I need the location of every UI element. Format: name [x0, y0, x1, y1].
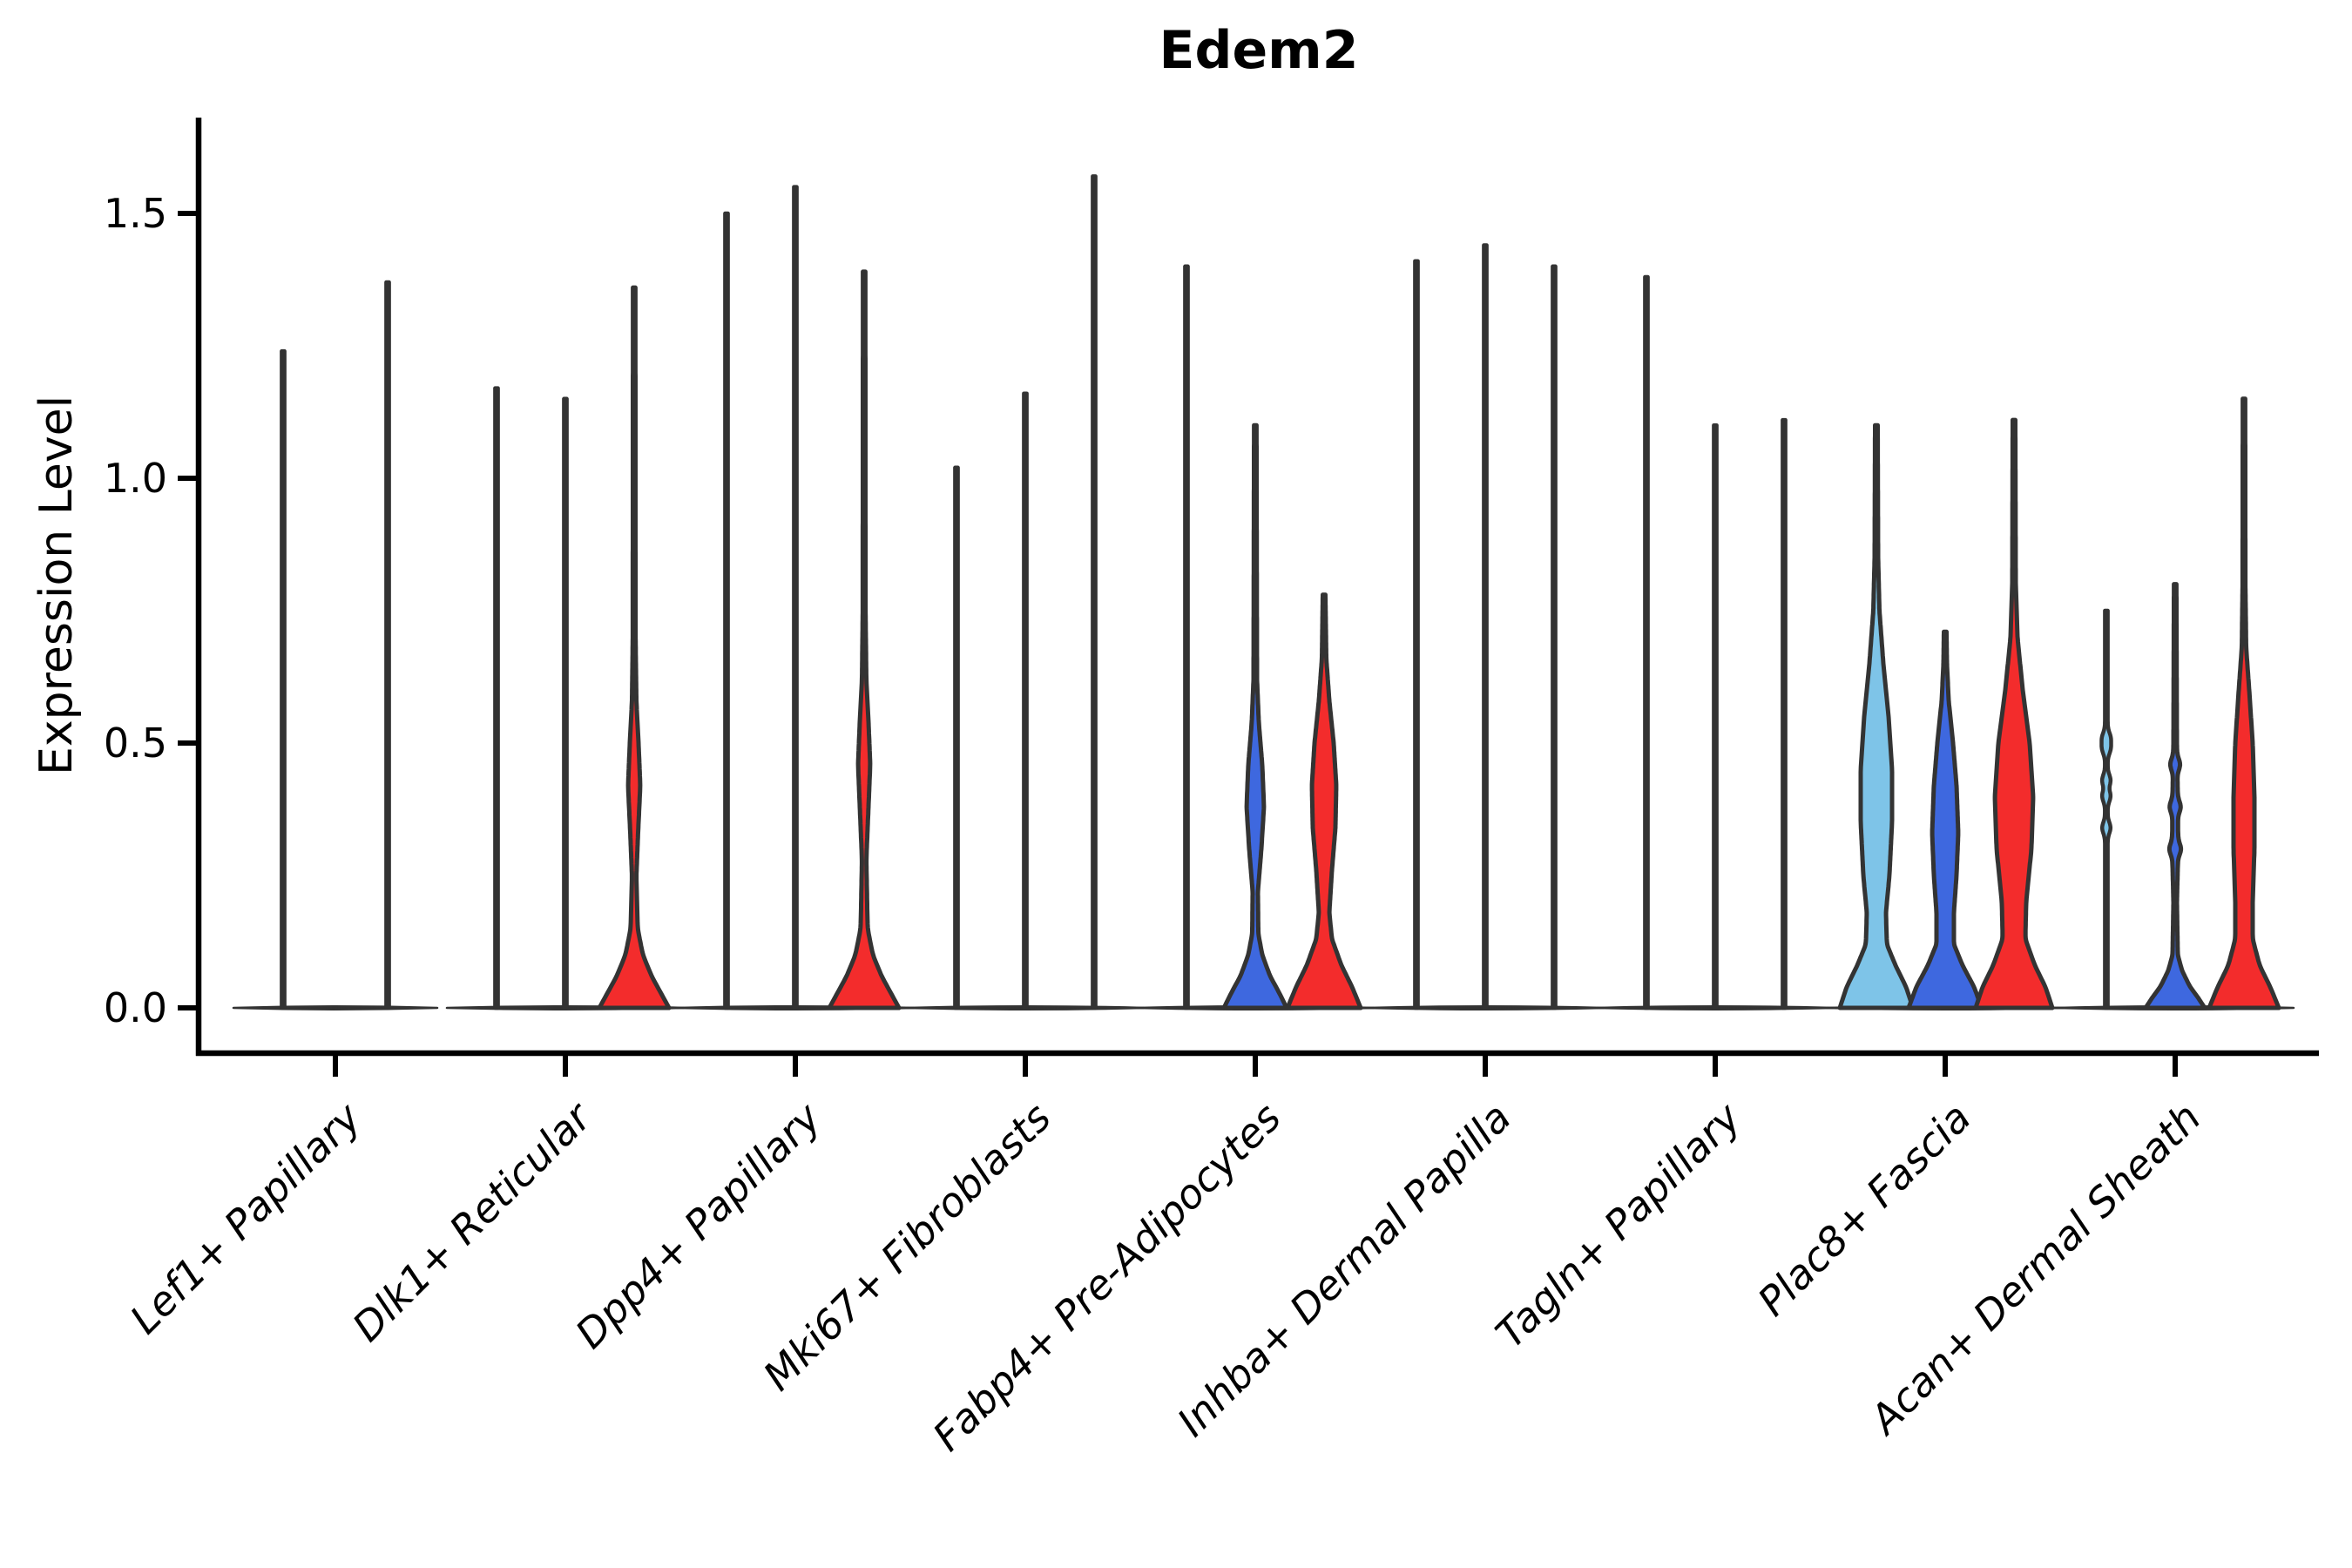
- violin-g9-v1: [2099, 608, 2113, 1010]
- group-baseline-1: [232, 1005, 439, 1010]
- y-tick-label-0.0: 0.0: [104, 984, 167, 1031]
- violin-g1-v2: [384, 280, 391, 1010]
- violin-g3-v3: [827, 269, 902, 1010]
- y-tick-label-1.5: 1.5: [104, 190, 167, 237]
- y-tick-label-1.0: 1.0: [104, 455, 167, 502]
- violin-g5-v2: [1221, 422, 1289, 1010]
- violin-g1-v1: [280, 348, 287, 1010]
- violin-g4-v2: [1022, 391, 1029, 1010]
- x-tick-label-3: Dpp4+ Papillary: [566, 1093, 830, 1357]
- chart-title: Edem2: [1159, 20, 1359, 81]
- violin-g6-v3: [1551, 264, 1558, 1010]
- violin-g2-v3: [597, 285, 672, 1010]
- violins: [280, 174, 2281, 1010]
- violin-g4-v1: [953, 465, 960, 1010]
- violin-g5-v1: [1183, 264, 1190, 1010]
- violin-g2-v1: [493, 386, 500, 1010]
- x-tick-label-1: Lef1+ Papillary: [121, 1093, 370, 1342]
- violin-g9-v3: [2207, 396, 2281, 1010]
- violin-g3-v1: [723, 211, 730, 1010]
- violin-g8-v1: [1837, 422, 1916, 1010]
- violin-g3-v2: [792, 185, 799, 1010]
- violin-g7-v3: [1781, 417, 1788, 1010]
- x-tick-label-7: Tagln+ Papillary: [1486, 1093, 1750, 1357]
- violin-g9-v2: [2143, 582, 2207, 1010]
- violin-g4-v3: [1091, 174, 1098, 1010]
- violin-g8-v3: [1973, 417, 2055, 1010]
- violin-g7-v2: [1712, 422, 1719, 1010]
- violin-g7-v1: [1643, 274, 1650, 1010]
- x-tick-label-8: Plac8+ Fascia: [1748, 1094, 1979, 1325]
- y-axis-ticks: 0.0 0.5 1.0 1.5: [104, 190, 199, 1031]
- violin-g6-v2: [1482, 243, 1489, 1010]
- violin-g6-v1: [1413, 259, 1420, 1010]
- y-axis-label: Expression Level: [30, 395, 83, 775]
- violin-g5-v3: [1285, 592, 1363, 1010]
- violin-g8-v2: [1906, 629, 1984, 1010]
- x-tick-label-2: Dlk1+ Reticular: [343, 1092, 602, 1350]
- violin-g2-v2: [562, 396, 569, 1010]
- y-tick-label-0.5: 0.5: [104, 720, 167, 767]
